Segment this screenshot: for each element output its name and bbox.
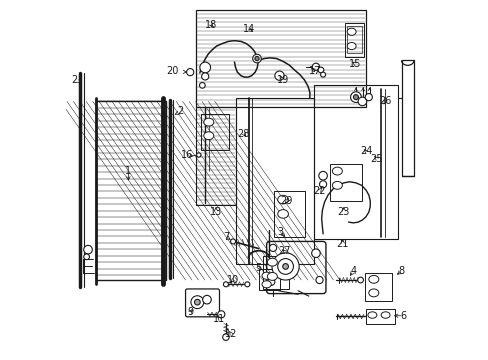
- Circle shape: [252, 54, 261, 63]
- Ellipse shape: [368, 289, 378, 297]
- Circle shape: [320, 72, 325, 77]
- Text: 27: 27: [278, 247, 290, 256]
- Text: 9: 9: [187, 307, 193, 317]
- Circle shape: [311, 249, 320, 257]
- Circle shape: [269, 244, 276, 251]
- Text: 15: 15: [348, 59, 361, 69]
- Bar: [346, 26, 361, 53]
- Ellipse shape: [332, 167, 342, 175]
- Text: 14: 14: [243, 24, 255, 34]
- Circle shape: [194, 299, 200, 305]
- Circle shape: [357, 97, 366, 106]
- Text: 24: 24: [359, 147, 371, 157]
- Circle shape: [271, 253, 299, 280]
- Circle shape: [357, 277, 363, 283]
- Text: 18: 18: [205, 19, 217, 30]
- Circle shape: [83, 254, 89, 260]
- Ellipse shape: [332, 181, 342, 189]
- Text: 23: 23: [337, 207, 349, 217]
- Ellipse shape: [203, 118, 213, 126]
- Ellipse shape: [368, 275, 378, 283]
- Text: 3: 3: [277, 227, 283, 237]
- Bar: [196, 10, 365, 107]
- Ellipse shape: [380, 312, 389, 318]
- Text: 19: 19: [276, 75, 288, 85]
- Ellipse shape: [367, 312, 376, 318]
- Bar: [201, 114, 229, 150]
- Text: 16: 16: [181, 150, 193, 160]
- Ellipse shape: [267, 273, 277, 280]
- Ellipse shape: [262, 272, 271, 279]
- Bar: [263, 256, 288, 289]
- Bar: [344, 23, 364, 57]
- Ellipse shape: [277, 210, 288, 218]
- Text: 17: 17: [308, 66, 321, 76]
- Circle shape: [315, 276, 323, 284]
- Bar: [365, 273, 391, 301]
- Circle shape: [312, 63, 319, 70]
- Text: 26: 26: [379, 96, 391, 107]
- Circle shape: [254, 57, 259, 61]
- Text: 2: 2: [71, 75, 77, 85]
- Circle shape: [217, 311, 224, 318]
- Text: 12: 12: [224, 329, 237, 339]
- Ellipse shape: [346, 42, 355, 50]
- Circle shape: [201, 73, 208, 80]
- Bar: [365, 309, 394, 324]
- Text: 5: 5: [255, 262, 262, 273]
- Circle shape: [350, 92, 361, 103]
- Circle shape: [353, 95, 358, 100]
- Circle shape: [190, 296, 203, 309]
- Text: 1: 1: [125, 166, 131, 176]
- Circle shape: [186, 68, 193, 76]
- Circle shape: [223, 282, 228, 287]
- Text: 21: 21: [336, 239, 348, 249]
- Circle shape: [317, 67, 323, 73]
- Circle shape: [203, 296, 211, 304]
- Circle shape: [318, 171, 326, 180]
- Text: 7: 7: [223, 232, 229, 242]
- Circle shape: [319, 181, 326, 188]
- Bar: [258, 269, 279, 290]
- Circle shape: [199, 82, 205, 88]
- Text: 4: 4: [350, 266, 356, 276]
- Text: 8: 8: [398, 266, 404, 276]
- Circle shape: [282, 264, 288, 269]
- Circle shape: [83, 246, 92, 254]
- Bar: [96, 102, 165, 280]
- Bar: [235, 98, 313, 264]
- Ellipse shape: [346, 28, 355, 35]
- Circle shape: [244, 282, 249, 287]
- Text: 10: 10: [226, 275, 239, 285]
- Circle shape: [277, 258, 293, 274]
- Text: 11: 11: [213, 314, 225, 324]
- Circle shape: [230, 239, 235, 244]
- Circle shape: [222, 334, 229, 341]
- Text: 25: 25: [370, 154, 382, 163]
- Text: 6: 6: [400, 311, 406, 321]
- Ellipse shape: [262, 281, 271, 288]
- Circle shape: [365, 94, 372, 101]
- Text: 22: 22: [313, 186, 325, 196]
- Text: 13: 13: [209, 207, 222, 217]
- Text: 2: 2: [177, 107, 183, 116]
- Bar: [273, 191, 305, 237]
- Circle shape: [196, 153, 201, 157]
- Bar: [401, 60, 413, 176]
- Ellipse shape: [203, 132, 213, 140]
- Bar: [313, 85, 397, 239]
- Bar: [329, 164, 361, 202]
- Text: 20: 20: [166, 66, 179, 76]
- Circle shape: [274, 71, 284, 80]
- Text: 28: 28: [237, 129, 249, 139]
- Circle shape: [267, 278, 274, 285]
- Ellipse shape: [267, 258, 277, 266]
- Bar: [196, 107, 235, 205]
- Ellipse shape: [277, 195, 288, 204]
- Circle shape: [200, 62, 210, 73]
- Text: 29: 29: [280, 197, 292, 206]
